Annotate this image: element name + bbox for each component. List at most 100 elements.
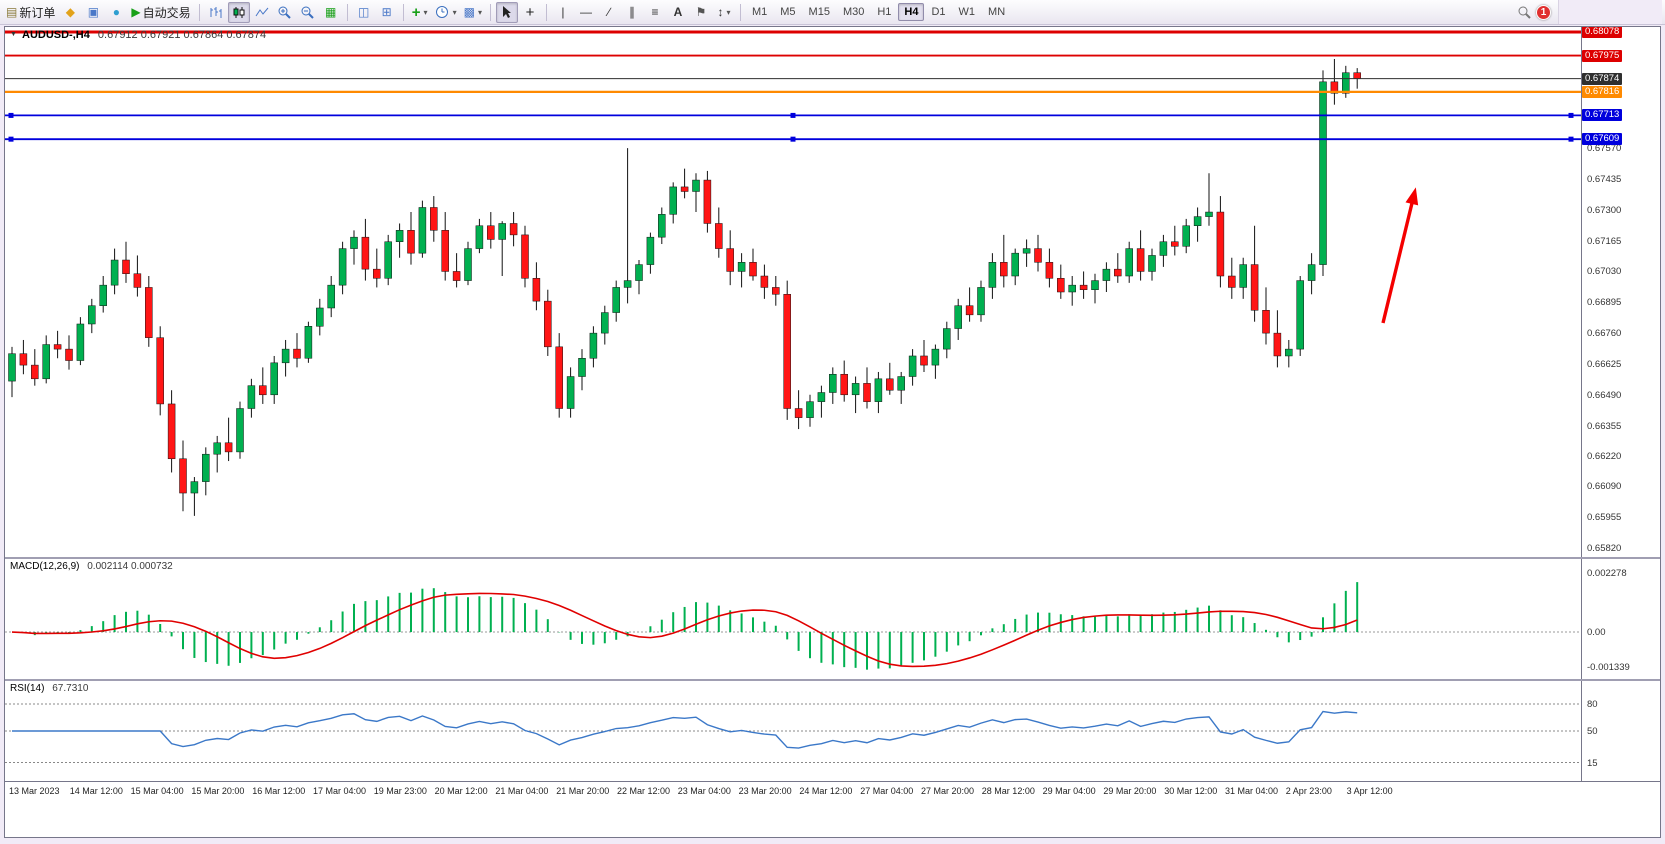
time-label: 17 Mar 04:00	[313, 786, 367, 796]
macd-header: MACD(12,26,9) 0.002114 0.000732	[10, 561, 173, 572]
zoom-in-button[interactable]	[274, 2, 296, 23]
crosshair-button[interactable]: +	[519, 2, 541, 23]
rsi-scale[interactable]: 80 50 15	[1581, 681, 1660, 781]
periods-button[interactable]: ▾	[432, 2, 460, 23]
cursor-button[interactable]	[495, 1, 518, 23]
line-handle[interactable]	[790, 112, 796, 118]
candle-body	[259, 385, 267, 396]
candle-body	[1342, 72, 1350, 94]
timeframe-mn-button[interactable]: MN	[988, 6, 1006, 18]
line-handle[interactable]	[1568, 112, 1574, 118]
timeframe-m5-button[interactable]: M5	[780, 6, 796, 18]
price-scale[interactable]: 0.67570 0.67435 0.67300 0.67165 0.67030 0.668…	[1581, 27, 1660, 557]
macd-title: MACD(12,26,9)	[10, 561, 80, 572]
time-label: 31 Mar 04:00	[1225, 786, 1279, 796]
web-terminal-button[interactable]: ●	[105, 2, 127, 23]
timeframe-w1-button[interactable]: W1	[958, 6, 976, 18]
search-button[interactable]	[1513, 2, 1535, 23]
candle-body	[498, 223, 506, 240]
candle-body	[521, 234, 529, 279]
chevron-down-icon: ▾	[423, 7, 428, 17]
macd-axis-label: -0.001339	[1587, 661, 1630, 673]
new-order-button[interactable]: ▤ 新订单	[3, 2, 58, 23]
channel-tool-button[interactable]: ∥	[621, 2, 643, 23]
market-watch-button[interactable]: ◆	[59, 2, 81, 23]
candle-body	[783, 294, 791, 409]
time-axis[interactable]: 13 Mar 2023 14 Mar 12:00 15 Mar 04:00 15 Ma…	[5, 781, 1660, 798]
rsi-chart[interactable]: RSI(14) 67.7310	[5, 681, 1581, 781]
timeframe-h1-button[interactable]: H1	[877, 6, 892, 18]
candle-body	[646, 236, 655, 265]
macd-scale[interactable]: 0.002278 0.00 -0.001339	[1581, 559, 1660, 679]
candle-body	[1011, 252, 1019, 277]
price-tick: 0.66090	[1587, 481, 1622, 493]
macd-axis-label: 0.002278	[1587, 567, 1627, 579]
navigator-icon: ▣	[87, 5, 100, 19]
candle-body	[1171, 241, 1179, 247]
candle-body	[281, 348, 290, 364]
line-handle[interactable]	[8, 112, 14, 118]
trend-arrow-line[interactable]	[1381, 198, 1415, 324]
line-handle[interactable]	[8, 136, 14, 142]
line-chart-button[interactable]	[251, 2, 273, 23]
candle-body	[1273, 332, 1282, 357]
market-watch-icon: ◆	[65, 5, 75, 19]
candle-body	[224, 442, 233, 453]
candle-body	[1034, 248, 1042, 263]
arrange-windows-button[interactable]: ◫	[353, 2, 375, 23]
trend-arrow-head[interactable]	[1405, 187, 1419, 206]
time-label: 13 Mar 2023	[9, 786, 60, 796]
zoom-out-button[interactable]	[297, 2, 319, 23]
panel-splitter[interactable]	[5, 679, 1660, 681]
main-chart[interactable]: ▼ AUDUSD-,H4 0.67912 0.67921 0.67864 0.6…	[5, 27, 1581, 557]
candle-body	[589, 332, 598, 359]
indicators-button[interactable]: + ▾	[409, 2, 431, 23]
line-handle[interactable]	[1568, 136, 1574, 142]
toolbar-separator	[198, 3, 200, 21]
candlestick-chart-button[interactable]	[227, 1, 250, 23]
panel-splitter[interactable]	[5, 557, 1660, 559]
candle-body	[373, 268, 381, 279]
candle-body	[236, 408, 244, 453]
fibonacci-tool-button[interactable]: ≡	[644, 2, 666, 23]
vertical-line-tool-button[interactable]: |	[552, 2, 574, 23]
candle-body	[760, 275, 769, 288]
candle-body	[327, 284, 335, 309]
templates-button[interactable]: ▩ ▾	[461, 2, 485, 23]
cascade-windows-button[interactable]: ⊞	[376, 2, 398, 23]
trendline-tool-button[interactable]: ∕	[598, 2, 620, 23]
price-label-0.67816: 0.67816	[1582, 85, 1623, 98]
tile-windows-button[interactable]: ▦	[320, 2, 342, 23]
timeframe-m1-button[interactable]: M1	[751, 6, 768, 18]
timeframe-h4-button[interactable]: H4	[898, 3, 925, 21]
channel-icon: ∥	[628, 5, 635, 19]
candle-body	[1045, 262, 1054, 279]
price-tick: 0.66220	[1587, 451, 1622, 463]
arrow-tools-button[interactable]: ↕ ▾	[713, 2, 735, 23]
text-tool-button[interactable]: A	[667, 2, 689, 23]
candle-body	[977, 287, 985, 316]
candlestick-chart-icon	[233, 6, 245, 18]
line-handle[interactable]	[790, 136, 796, 142]
label-tool-button[interactable]: ⚑	[690, 2, 712, 23]
timeframe-m15-button[interactable]: M15	[808, 6, 830, 18]
timeframe-d1-button[interactable]: D1	[931, 6, 946, 18]
candle-body	[897, 376, 905, 391]
toolbar-separator	[402, 3, 404, 21]
chart-marker-icon: ▼	[10, 31, 17, 38]
bar-chart-button[interactable]	[205, 2, 227, 23]
auto-trading-button[interactable]: ▶ 自动交易	[128, 2, 193, 23]
toolbar-separator	[739, 3, 741, 21]
macd-values: 0.002114 0.000732	[87, 561, 173, 572]
candle-body	[395, 230, 404, 242]
candle-body	[829, 373, 837, 393]
candle-body	[1102, 268, 1111, 281]
notification-badge[interactable]: 1	[1536, 4, 1551, 20]
time-label: 23 Mar 04:00	[677, 786, 731, 796]
navigator-button[interactable]: ▣	[82, 2, 104, 23]
time-label: 22 Mar 12:00	[617, 786, 671, 796]
macd-chart[interactable]: MACD(12,26,9) 0.002114 0.000732	[5, 559, 1581, 679]
timeframe-m30-button[interactable]: M30	[842, 6, 865, 18]
horizontal-line-tool-button[interactable]: —	[575, 2, 597, 23]
